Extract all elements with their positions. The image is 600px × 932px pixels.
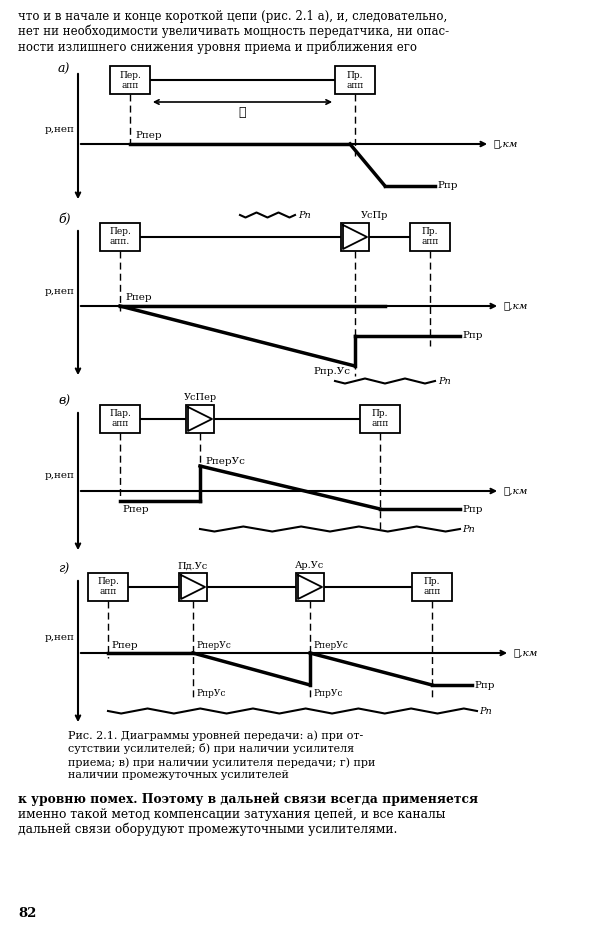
Text: г): г) xyxy=(58,563,69,576)
Text: Рп: Рп xyxy=(298,211,311,220)
Text: РпрУс: РпрУс xyxy=(196,689,226,697)
Text: приема; в) при наличии усилителя передачи; г) при: приема; в) при наличии усилителя передач… xyxy=(68,757,376,768)
Text: Рп: Рп xyxy=(479,706,492,716)
Text: р,неп: р,неп xyxy=(45,634,75,642)
Text: Рп: Рп xyxy=(438,377,451,386)
Text: УсПр: УсПр xyxy=(361,212,389,221)
Text: Рпер: Рпер xyxy=(135,131,161,141)
Text: Рпр: Рпр xyxy=(462,504,482,514)
Text: Ар.Ус: Ар.Ус xyxy=(295,561,325,570)
Text: Рпер: Рпер xyxy=(125,294,152,303)
Text: Пер.: Пер. xyxy=(109,227,131,237)
Text: что и в начале и конце короткой цепи (рис. 2.1 а), и, следовательно,: что и в начале и конце короткой цепи (ри… xyxy=(18,10,447,23)
Text: апп: апп xyxy=(424,587,440,596)
Bar xyxy=(186,405,214,433)
Text: б): б) xyxy=(58,213,71,226)
Text: РперУс: РперУс xyxy=(205,458,245,467)
Text: ℓ: ℓ xyxy=(239,105,246,118)
Bar xyxy=(100,223,140,251)
Text: Пр.: Пр. xyxy=(424,578,440,586)
Text: Рпр.Ус: Рпр.Ус xyxy=(313,366,350,376)
Text: к уровню помех. Поэтому в дальней связи всегда применяется: к уровню помех. Поэтому в дальней связи … xyxy=(18,793,478,806)
Text: Рис. 2.1. Диаграммы уровней передачи: а) при от-: Рис. 2.1. Диаграммы уровней передачи: а)… xyxy=(68,730,363,741)
Text: р,неп: р,неп xyxy=(45,472,75,481)
Text: Пар.: Пар. xyxy=(109,409,131,418)
Text: р,неп: р,неп xyxy=(45,125,75,133)
Text: Пр.: Пр. xyxy=(422,227,438,237)
Bar xyxy=(100,405,140,433)
Text: Рпр: Рпр xyxy=(462,332,482,340)
Text: р,неп: р,неп xyxy=(45,286,75,295)
Text: Рпер: Рпер xyxy=(122,505,149,514)
Text: нет ни необходимости увеличивать мощность передатчика, ни опас-: нет ни необходимости увеличивать мощност… xyxy=(18,25,449,38)
Bar xyxy=(412,573,452,601)
Bar xyxy=(335,66,375,94)
Text: Пр.: Пр. xyxy=(347,71,363,79)
Text: ℓ,км: ℓ,км xyxy=(513,649,538,657)
Text: именно такой метод компенсации затухания цепей, и все каналы: именно такой метод компенсации затухания… xyxy=(18,808,445,821)
Text: сутствии усилителей; б) при наличии усилителя: сутствии усилителей; б) при наличии усил… xyxy=(68,744,354,755)
Text: апп: апп xyxy=(121,80,139,89)
Bar xyxy=(360,405,400,433)
Bar xyxy=(410,223,450,251)
Text: ности излишнего снижения уровня приема и приближения его: ности излишнего снижения уровня приема и… xyxy=(18,40,417,53)
Text: Рпр: Рпр xyxy=(437,182,458,190)
Text: Пер.: Пер. xyxy=(119,71,141,79)
Text: дальней связи оборудуют промежуточными усилителями.: дальней связи оборудуют промежуточными у… xyxy=(18,823,397,837)
Bar xyxy=(341,223,369,251)
Text: апп: апп xyxy=(112,419,128,429)
Text: Пд.Ус: Пд.Ус xyxy=(178,561,208,570)
Text: Рпр: Рпр xyxy=(474,680,494,690)
Text: апп.: апп. xyxy=(110,238,130,246)
Text: апп: апп xyxy=(346,80,364,89)
Text: УсПер: УсПер xyxy=(184,393,217,403)
Text: Пр.: Пр. xyxy=(372,409,388,418)
Text: РперУс: РперУс xyxy=(196,640,231,650)
Text: ℓ,км: ℓ,км xyxy=(503,487,527,496)
Text: ℓ,км: ℓ,км xyxy=(503,301,527,310)
Text: 82: 82 xyxy=(18,907,37,920)
Text: Пер.: Пер. xyxy=(97,578,119,586)
Text: апп: апп xyxy=(100,587,116,596)
Text: в): в) xyxy=(58,395,70,408)
Text: апп: апп xyxy=(421,238,439,246)
Text: а): а) xyxy=(58,63,70,76)
Text: ℓ,км: ℓ,км xyxy=(493,140,517,148)
Text: апп: апп xyxy=(371,419,389,429)
Text: Рпер: Рпер xyxy=(111,640,137,650)
Text: РпрУс: РпрУс xyxy=(313,689,343,697)
Text: Рп: Рп xyxy=(462,525,475,533)
Bar xyxy=(296,573,324,601)
Bar xyxy=(88,573,128,601)
Text: РперУс: РперУс xyxy=(313,640,348,650)
Text: наличии промежуточных усилителей: наличии промежуточных усилителей xyxy=(68,771,289,780)
Bar xyxy=(110,66,150,94)
Bar xyxy=(179,573,207,601)
